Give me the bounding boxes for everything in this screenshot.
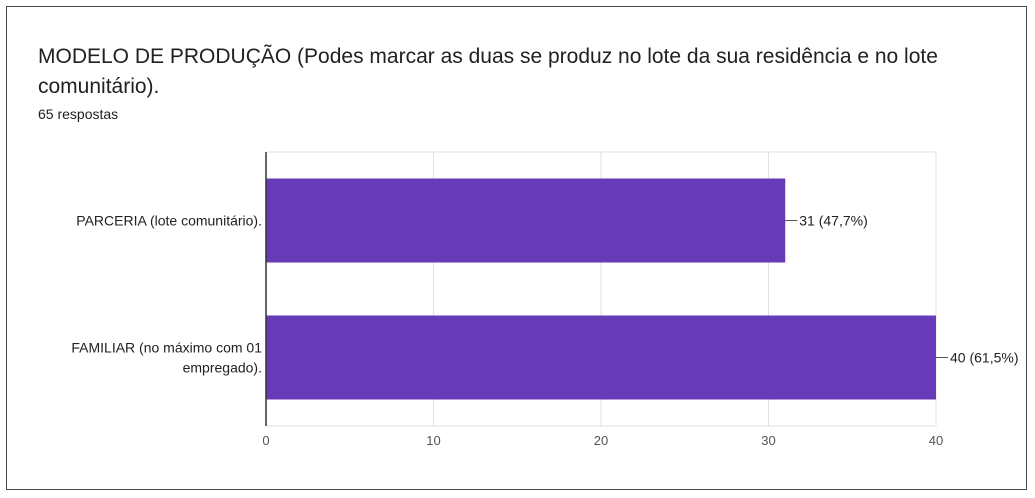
x-tick-label-3: 30 <box>761 433 775 448</box>
category-label-0-0: PARCERIA (lote comunitário). <box>76 213 262 229</box>
category-label-1-0: FAMILIAR (no máximo com 01 <box>71 340 262 356</box>
x-tick-label-0: 0 <box>262 433 269 448</box>
data-label-0: 31 (47,7%) <box>799 213 867 229</box>
x-tick-label-4: 40 <box>929 433 943 448</box>
bar-1 <box>266 315 936 400</box>
category-label-1-1: empregado). <box>183 360 262 376</box>
x-tick-label-2: 20 <box>594 433 608 448</box>
response-count: 65 respostas <box>38 106 119 122</box>
chart-title: MODELO DE PRODUÇÃO (Podes marcar as duas… <box>38 45 938 98</box>
x-tick-label-1: 10 <box>426 433 440 448</box>
bar-0 <box>266 178 786 263</box>
data-label-1: 40 (61,5%) <box>950 350 1018 366</box>
